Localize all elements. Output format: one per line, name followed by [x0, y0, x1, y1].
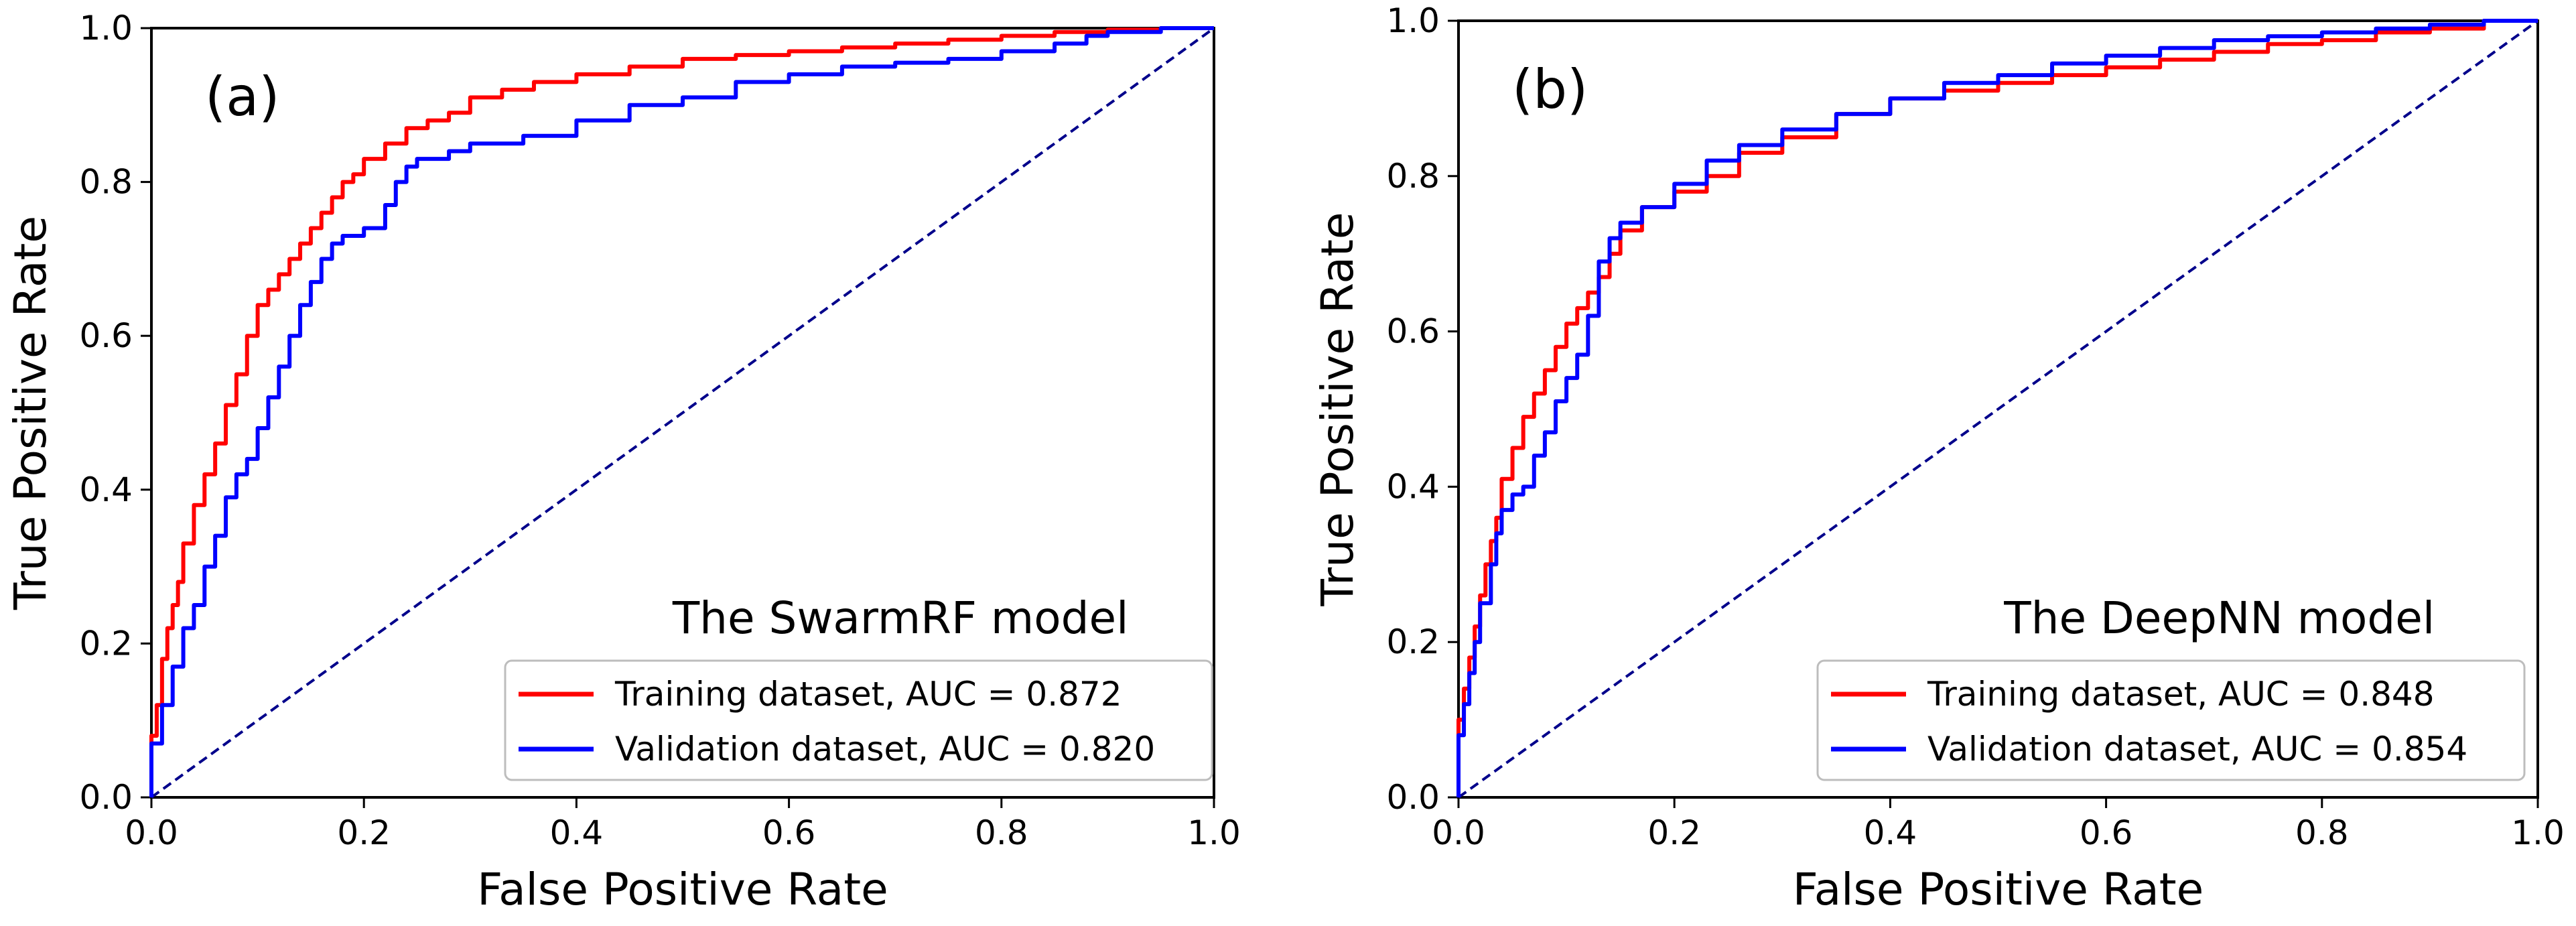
legend-box — [504, 659, 1213, 781]
roc-panel-a: 0.0 0.2 0.4 0.6 0.8 1.0 0.0 0.2 0.4 0.6 0.8 1.0 Fals… — [5, 9, 1241, 915]
legend-entry: Validation dataset, AUC = 0.854 — [1927, 730, 2467, 769]
x-tick-label: 0.4 — [1864, 813, 1917, 852]
legend-box — [1816, 659, 2526, 781]
legend-entry: Training dataset, AUC = 0.872 — [614, 675, 1122, 714]
y-tick-label: 0.4 — [79, 470, 133, 509]
x-axis-label: False Positive Rate — [1793, 864, 2204, 915]
y-tick-label: 0.8 — [1386, 157, 1440, 196]
training-roc-line — [149, 26, 1214, 797]
reference-diagonal-line — [150, 27, 1215, 799]
y-tick-label: 0.4 — [1386, 467, 1440, 506]
x-axis-label: False Positive Rate — [477, 864, 888, 915]
validation-roc-line — [1456, 19, 2538, 797]
y-axis-label: True Positive Rate — [1312, 212, 1363, 607]
x-tick-label: 0.8 — [2295, 813, 2349, 852]
y-tick-label: 0.2 — [79, 624, 133, 663]
legend: Training dataset, AUC = 0.872 Validation … — [504, 659, 1213, 781]
axes-frame — [1457, 19, 2539, 799]
x-tick-label: 0.0 — [125, 813, 178, 852]
y-tick-label: 0.2 — [1386, 622, 1440, 661]
x-tick-label: 0.6 — [2080, 813, 2133, 852]
model-label: The DeepNN model — [2003, 592, 2435, 644]
y-tick-label: 0.0 — [79, 778, 133, 817]
x-tick-label: 0.2 — [337, 813, 391, 852]
y-tick-label: 1.0 — [79, 9, 133, 48]
model-label: The SwarmRF model — [672, 592, 1129, 644]
legend: Training dataset, AUC = 0.848 Validation … — [1816, 659, 2526, 781]
legend-entry: Validation dataset, AUC = 0.820 — [615, 730, 1155, 769]
x-tick-label: 0.0 — [1432, 813, 1485, 852]
y-tick-label: 0.6 — [1386, 312, 1440, 351]
x-tick-label: 0.8 — [975, 813, 1028, 852]
legend-entry: Training dataset, AUC = 0.848 — [1927, 675, 2435, 714]
roc-panel-b: 0.0 0.2 0.4 0.6 0.8 1.0 0.0 0.2 0.4 0.6 0.8 1.0 Fals… — [1312, 1, 2565, 915]
axes-frame — [150, 27, 1215, 799]
reference-diagonal-line — [1457, 19, 2539, 799]
x-tick-label: 1.0 — [2511, 813, 2565, 852]
x-tick-label: 1.0 — [1187, 813, 1241, 852]
x-tick-label: 0.4 — [550, 813, 604, 852]
validation-roc-line — [149, 26, 1214, 797]
y-tick-label: 0.0 — [1386, 778, 1440, 817]
y-tick-label: 0.8 — [79, 163, 133, 202]
y-tick-label: 1.0 — [1386, 1, 1440, 40]
panel-label: (a) — [205, 66, 279, 128]
x-tick-label: 0.2 — [1647, 813, 1701, 852]
x-tick-label: 0.6 — [762, 813, 816, 852]
y-axis-label: True Positive Rate — [5, 216, 56, 610]
y-tick-label: 0.6 — [79, 316, 133, 355]
panel-label: (b) — [1512, 58, 1588, 121]
